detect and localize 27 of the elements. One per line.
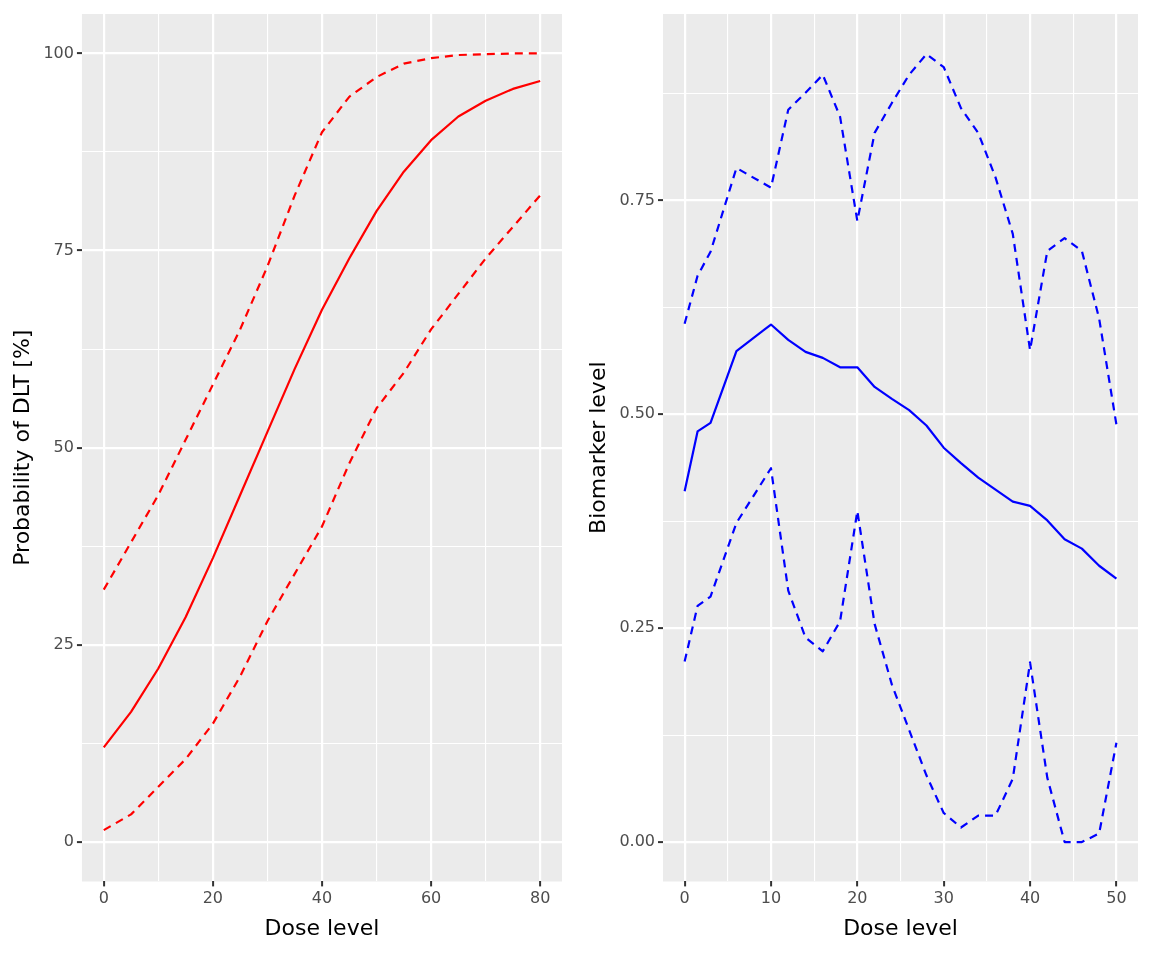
- x-tick-label: 60: [420, 888, 442, 908]
- y-tick-label: 100: [43, 42, 74, 62]
- y-tick-label: 0.25: [619, 617, 656, 637]
- y-tick-label: 25: [53, 633, 74, 653]
- y-axis-title: Biomarker level: [584, 361, 610, 534]
- x-axis-title: Dose level: [264, 914, 380, 940]
- line-series: [683, 467, 1118, 844]
- x-tick-label: 0: [98, 888, 109, 908]
- line-series: [683, 53, 1118, 426]
- x-tick-label: 20: [847, 888, 868, 908]
- x-axis-title: Dose level: [843, 914, 958, 940]
- x-tick-label: 0: [679, 888, 690, 908]
- y-tick-label: 75: [53, 239, 74, 259]
- x-tick-label: 50: [1106, 888, 1127, 908]
- x-tick-label: 80: [530, 888, 551, 908]
- y-tick-label: 0: [63, 831, 74, 851]
- y-tick-label: 0.75: [619, 189, 656, 209]
- y-tick-label: 0.00: [619, 831, 656, 851]
- x-tick-label: 40: [311, 888, 333, 908]
- x-tick-label: 20: [202, 888, 224, 908]
- y-tick-label: 50: [53, 436, 74, 456]
- x-tick-label: 10: [760, 888, 782, 908]
- y-axis-title: Probability of DLT [%]: [8, 329, 34, 566]
- line-series: [102, 194, 542, 832]
- x-tick-label: 40: [1019, 888, 1041, 908]
- x-tick-label: 30: [933, 888, 954, 908]
- y-tick-label: 0.50: [619, 403, 656, 423]
